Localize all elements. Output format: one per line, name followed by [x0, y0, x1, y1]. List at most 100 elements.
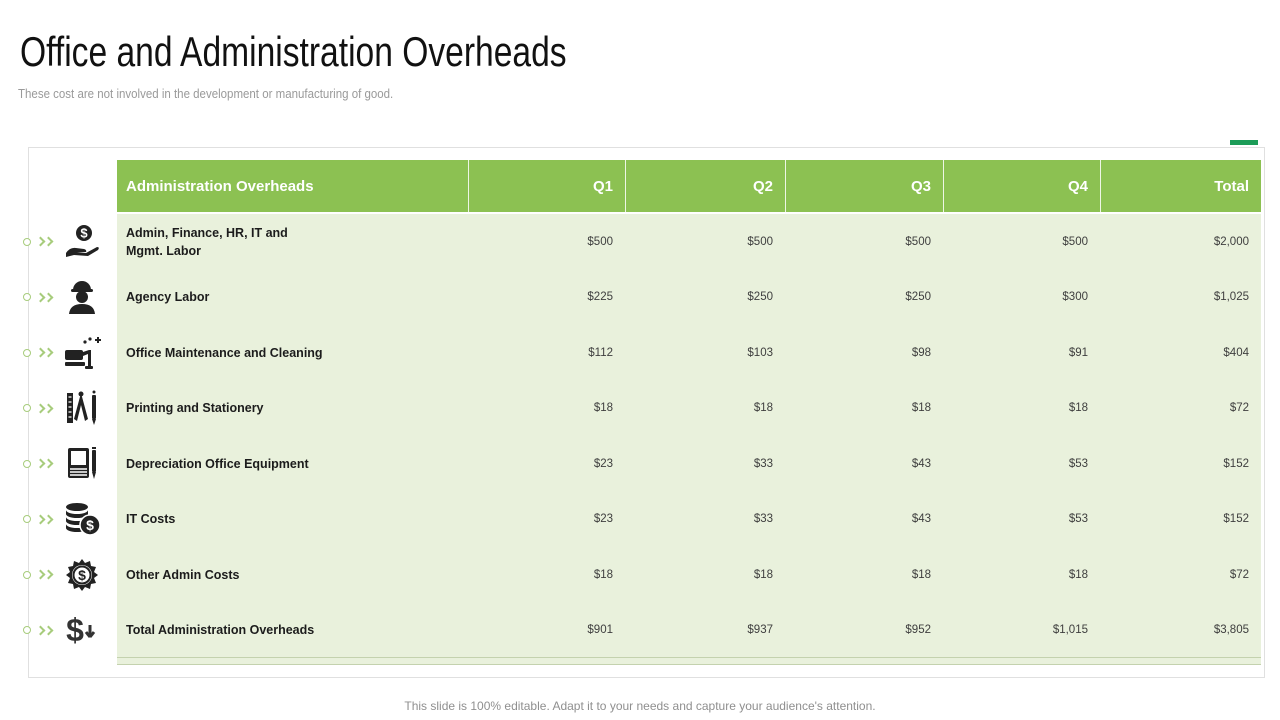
cell-q3: $18: [911, 568, 931, 581]
cell-q2: $103: [747, 346, 773, 359]
bullet-marker: [23, 625, 54, 636]
circle-icon: [23, 237, 31, 246]
cell-q3: $952: [905, 623, 931, 636]
row-label: IT Costs: [126, 512, 176, 527]
cell-q1: $112: [588, 346, 613, 359]
content-panel: $: [23, 147, 1265, 678]
coins-dollar-icon: $: [63, 499, 101, 539]
cell-q2: $18: [753, 402, 773, 415]
cell-q3: $18: [911, 402, 931, 415]
row-label: Depreciation Office Equipment: [126, 456, 309, 471]
circle-icon: [23, 293, 31, 302]
cell-q3: $43: [911, 513, 931, 526]
bullet-marker: [23, 236, 54, 247]
rail-row: [23, 270, 115, 326]
table-row: Agency Labor $225 $250 $250 $300 $1,025: [117, 270, 1261, 326]
row-label: Total Administration Overheads: [126, 622, 315, 637]
cell-q4: $53: [1068, 513, 1088, 526]
column-header: Q2: [625, 160, 785, 212]
row-label: Printing and Stationery: [126, 401, 264, 416]
cell-q2: $937: [747, 623, 773, 636]
column-header: Administration Overheads: [126, 177, 314, 195]
cell-q1: $901: [587, 623, 613, 636]
chevron-right-icon: [43, 625, 54, 636]
cell-total: $152: [1223, 457, 1249, 470]
cell-q2: $500: [747, 235, 773, 248]
circle-icon: [23, 348, 31, 357]
page-subtitle: These cost are not involved in the devel…: [18, 87, 394, 101]
cell-q1: $225: [587, 291, 613, 304]
cell-total: $72: [1229, 568, 1249, 581]
cell-q1: $18: [593, 402, 613, 415]
cell-q3: $43: [911, 457, 931, 470]
rail-row: $: [23, 214, 115, 270]
row-label: Agency Labor: [126, 290, 210, 305]
cell-q4: $53: [1068, 457, 1088, 470]
bullet-marker: [23, 292, 54, 303]
cell-q4: $18: [1068, 568, 1088, 581]
cell-total: $3,805: [1213, 623, 1249, 636]
circle-icon: [23, 515, 31, 524]
svg-text:$: $: [78, 567, 86, 583]
bullet-marker: [23, 514, 54, 525]
row-label: Other Admin Costs: [126, 567, 240, 582]
table-row: IT Costs $23 $33 $43 $53 $152: [117, 492, 1261, 548]
row-label: Office Maintenance and Cleaning: [126, 345, 323, 360]
column-header: Q1: [468, 160, 625, 212]
cell-q1: $18: [593, 568, 613, 581]
rail-row: [23, 325, 115, 381]
cell-q3: $500: [905, 235, 931, 248]
cell-q1: $23: [593, 457, 613, 470]
cell-q4: $300: [1062, 291, 1088, 304]
gear-dollar-icon: $: [63, 555, 101, 595]
worker-icon: [63, 277, 101, 317]
table-row: Printing and Stationery $18 $18 $18 $18 …: [117, 381, 1261, 437]
chevron-right-icon: [43, 403, 54, 414]
cell-total: $72: [1229, 402, 1249, 415]
column-header: Q3: [785, 160, 943, 212]
table-body: Admin, Finance, HR, IT and Mgmt. Labor $…: [117, 214, 1261, 665]
cell-q4: $1,015: [1052, 623, 1088, 636]
chevron-right-icon: [43, 347, 54, 358]
circle-icon: [23, 459, 31, 468]
chevron-right-icon: [43, 514, 54, 525]
cell-q2: $250: [747, 291, 773, 304]
footer-note: This slide is 100% editable. Adapt it to…: [404, 699, 876, 713]
rail-row: $: [23, 547, 115, 603]
page-title: Office and Administration Overheads: [20, 28, 567, 75]
row-label: Admin, Finance, HR, IT and Mgmt. Labor: [126, 225, 288, 258]
cell-q3: $98: [911, 346, 931, 359]
chevron-right-icon: [43, 458, 54, 469]
chevron-right-icon: [43, 236, 54, 247]
accent-bar: [1230, 140, 1258, 145]
chevron-right-icon: [43, 292, 54, 303]
cell-total: $2,000: [1213, 235, 1249, 248]
column-header: Q4: [943, 160, 1100, 212]
cell-q2: $33: [753, 513, 773, 526]
cell-q1: $500: [587, 235, 613, 248]
cell-q4: $500: [1062, 235, 1088, 248]
bullet-marker: [23, 458, 54, 469]
cell-q2: $33: [753, 457, 773, 470]
bullet-marker: [23, 347, 54, 358]
stationery-icon: [63, 388, 101, 428]
table-row: Depreciation Office Equipment $23 $33 $4…: [117, 436, 1261, 492]
svg-text:$: $: [66, 612, 84, 648]
rail-row: $: [23, 492, 115, 548]
svg-text:$: $: [80, 225, 88, 240]
table-row: Admin, Finance, HR, IT and Mgmt. Labor $…: [117, 214, 1261, 270]
table-row-total: Total Administration Overheads $901 $937…: [117, 603, 1261, 658]
cell-q4: $91: [1068, 346, 1088, 359]
table-header-row: Administration Overheads Q1 Q2 Q3 Q4 Tot…: [117, 160, 1261, 212]
cell-q1: $23: [593, 513, 613, 526]
svg-text:$: $: [86, 517, 94, 533]
circle-icon: [23, 570, 31, 579]
circle-icon: [23, 626, 31, 635]
column-header: Total: [1100, 160, 1261, 212]
cell-q4: $18: [1068, 402, 1088, 415]
rail-row: $: [23, 603, 115, 659]
overheads-table: Administration Overheads Q1 Q2 Q3 Q4 Tot…: [117, 160, 1261, 665]
table-row: Other Admin Costs $18 $18 $18 $18 $72: [117, 547, 1261, 603]
bullet-marker: [23, 569, 54, 580]
rail-row: [23, 436, 115, 492]
